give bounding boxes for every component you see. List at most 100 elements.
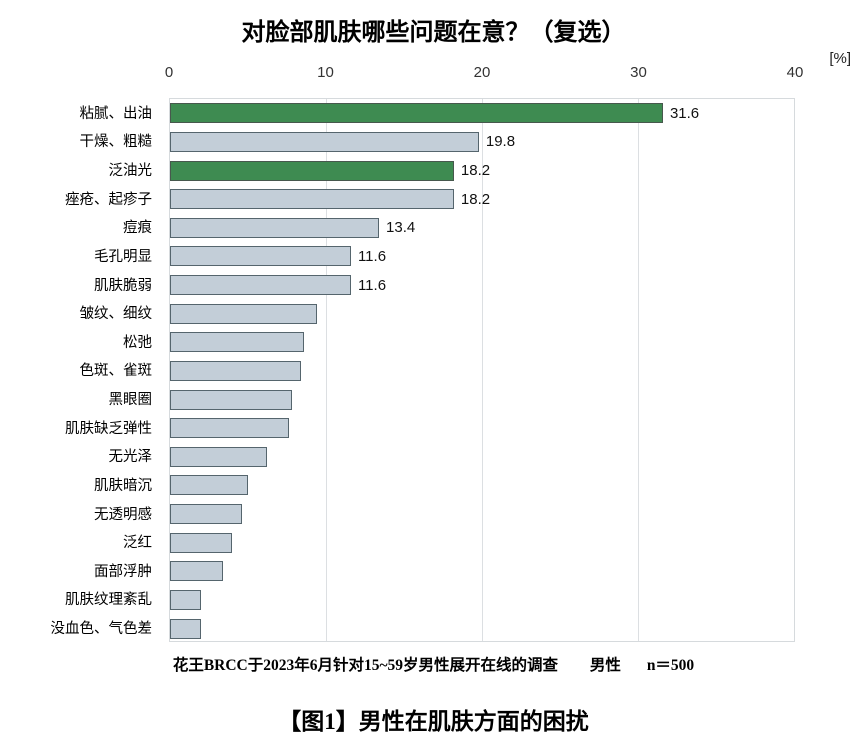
category-row: 痤疮、起疹子 <box>0 184 161 213</box>
category-label: 痘痕 <box>123 220 152 237</box>
bar <box>170 303 317 324</box>
bar <box>170 217 380 238</box>
x-tick-label: 40 <box>786 64 804 81</box>
category-label: 皱纹、细纹 <box>79 306 153 323</box>
chart-row <box>170 443 794 472</box>
value-label: 13.4 <box>386 219 416 237</box>
category-row: 黑眼圈 <box>0 384 161 413</box>
category-label: 无光泽 <box>108 449 153 466</box>
category-label: 面部浮肿 <box>94 563 152 580</box>
unit-label: [%] <box>829 50 851 67</box>
value-label: 11.6 <box>357 276 387 294</box>
bar-highlighted <box>170 160 454 181</box>
category-row: 肌肤缺乏弹性 <box>0 413 161 442</box>
bar <box>170 360 302 381</box>
gridline <box>326 99 327 641</box>
category-label: 痤疮、起疹子 <box>65 191 152 208</box>
chart-row <box>170 557 794 586</box>
value-label: 18.2 <box>460 162 491 180</box>
chart-row <box>170 528 794 557</box>
x-tick-label: 10 <box>317 64 334 81</box>
category-row: 毛孔明显 <box>0 241 161 270</box>
chart-row <box>170 357 794 386</box>
category-label: 肌肤缺乏弹性 <box>65 420 152 437</box>
bar <box>170 561 224 582</box>
bar <box>170 504 242 525</box>
category-row: 痘痕 <box>0 213 161 242</box>
value-label: 11.6 <box>357 247 387 265</box>
category-label: 粘腻、出油 <box>79 105 153 122</box>
category-label: 松弛 <box>123 334 152 351</box>
category-row: 泛油光 <box>0 155 161 184</box>
category-label: 肌肤纹理紊乱 <box>65 592 152 609</box>
bar <box>170 131 479 152</box>
category-label: 毛孔明显 <box>94 248 152 265</box>
x-axis: 0 10 20 30 40 <box>165 64 804 82</box>
chart-row <box>170 328 794 357</box>
category-row: 没血色、气色差 <box>0 613 161 642</box>
chart-row <box>170 414 794 443</box>
group-label: 男性 <box>589 657 621 674</box>
chart-row <box>170 500 794 529</box>
gridline <box>638 99 639 641</box>
chart-row: 19.8 <box>170 128 794 157</box>
category-row: 粘腻、出油 <box>0 98 161 127</box>
bar <box>170 446 267 467</box>
bar <box>170 332 305 353</box>
category-label: 没血色、气色差 <box>50 621 153 638</box>
bar <box>170 618 202 639</box>
category-label: 泛红 <box>123 535 152 552</box>
plot-area: 31.6 19.8 18.2 18.2 13.4 11.6 11.6 <box>169 98 795 642</box>
bar <box>170 275 351 296</box>
chart-row <box>170 385 794 414</box>
bar <box>170 532 233 553</box>
category-labels: 粘腻、出油干燥、粗糙泛油光痤疮、起疹子痘痕毛孔明显肌肤脆弱皱纹、细纹松弛色斑、雀… <box>0 98 161 642</box>
chart-row: 11.6 <box>170 242 794 271</box>
chart-row <box>170 614 794 643</box>
value-label: 18.2 <box>460 190 491 208</box>
x-tick-label: 30 <box>630 64 647 81</box>
category-row: 皱纹、细纹 <box>0 298 161 327</box>
footer-note: 花王BRCC于2023年6月针对15~59岁男性展开在线的调查 男性 n＝500 <box>0 653 867 675</box>
bar <box>170 418 289 439</box>
category-label: 肌肤暗沉 <box>94 477 152 494</box>
bar <box>170 389 292 410</box>
bar <box>170 475 248 496</box>
bar-highlighted <box>170 103 663 124</box>
category-row: 色斑、雀斑 <box>0 356 161 385</box>
category-row: 肌肤纹理紊乱 <box>0 585 161 614</box>
category-label: 干燥、粗糙 <box>79 134 153 151</box>
category-row: 肌肤暗沉 <box>0 470 161 499</box>
value-label: 31.6 <box>669 104 700 122</box>
chart-row <box>170 299 794 328</box>
value-label: 19.8 <box>485 133 516 151</box>
x-tick-label: 20 <box>473 64 491 81</box>
chart-row <box>170 586 794 615</box>
category-row: 无透明感 <box>0 499 161 528</box>
gridline <box>482 99 483 641</box>
bar <box>170 589 202 610</box>
chart-row: 18.2 <box>170 156 794 185</box>
chart-title: 对脸部肌肤哪些问题在意？（复选） <box>241 20 626 46</box>
category-row: 松弛 <box>0 327 161 356</box>
category-row: 肌肤脆弱 <box>0 270 161 299</box>
chart-row: 18.2 <box>170 185 794 214</box>
bar <box>170 189 454 210</box>
chart-row: 31.6 <box>170 99 794 128</box>
category-row: 干燥、粗糙 <box>0 127 161 156</box>
category-label: 肌肤脆弱 <box>94 277 152 294</box>
category-row: 泛红 <box>0 527 161 556</box>
figure-caption: 【图1】男性在肌肤方面的困扰 <box>278 709 589 734</box>
chart-row <box>170 471 794 500</box>
x-tick-label: 0 <box>164 64 174 81</box>
survey-note: 花王BRCC于2023年6月针对15~59岁男性展开在线的调查 <box>172 657 559 674</box>
category-row: 面部浮肿 <box>0 556 161 585</box>
category-label: 色斑、雀斑 <box>79 363 153 380</box>
chart-row: 11.6 <box>170 271 794 300</box>
category-label: 泛油光 <box>108 163 153 180</box>
category-row: 无光泽 <box>0 442 161 471</box>
sample-size: n＝500 <box>646 657 695 674</box>
chart-row: 13.4 <box>170 214 794 243</box>
category-label: 无透明感 <box>94 506 152 523</box>
